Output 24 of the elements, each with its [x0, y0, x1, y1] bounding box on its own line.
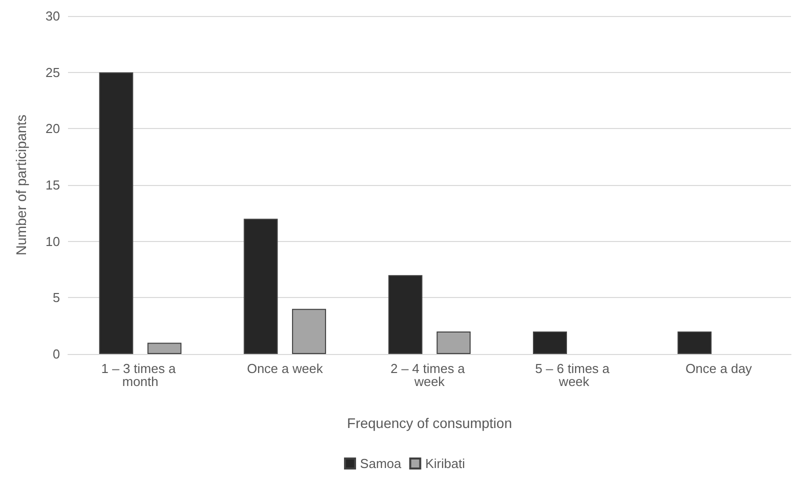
bar	[99, 72, 134, 354]
y-tick-label: 15	[46, 178, 60, 192]
bar	[678, 331, 712, 354]
bar	[436, 331, 471, 354]
y-tick-label: 10	[46, 234, 60, 249]
bar	[292, 308, 326, 354]
y-tick-label: 30	[46, 8, 60, 24]
legend-label: Samoa	[360, 456, 402, 471]
y-axis-title: Number of participants	[13, 114, 29, 256]
bar	[244, 218, 278, 354]
bar	[532, 331, 567, 354]
y-tick-label: 0	[52, 346, 60, 362]
x-tick-label: 2 – 4 times a week	[390, 361, 469, 389]
bar	[388, 275, 422, 354]
y-tick-label: 20	[46, 121, 60, 136]
legend-label: Kiribati	[425, 456, 466, 471]
x-axis-title: Frequency of consumption	[347, 415, 512, 431]
x-tick-label: 1 – 3 times a month	[101, 361, 180, 389]
x-tick-label: 5 – 6 times a week	[535, 361, 614, 389]
y-tick-label: 5	[52, 290, 60, 306]
x-tick-label: Once a week	[246, 361, 324, 376]
y-tick-label: 25	[46, 64, 60, 80]
bar	[147, 342, 182, 354]
x-tick-label: Once a day	[685, 361, 752, 376]
